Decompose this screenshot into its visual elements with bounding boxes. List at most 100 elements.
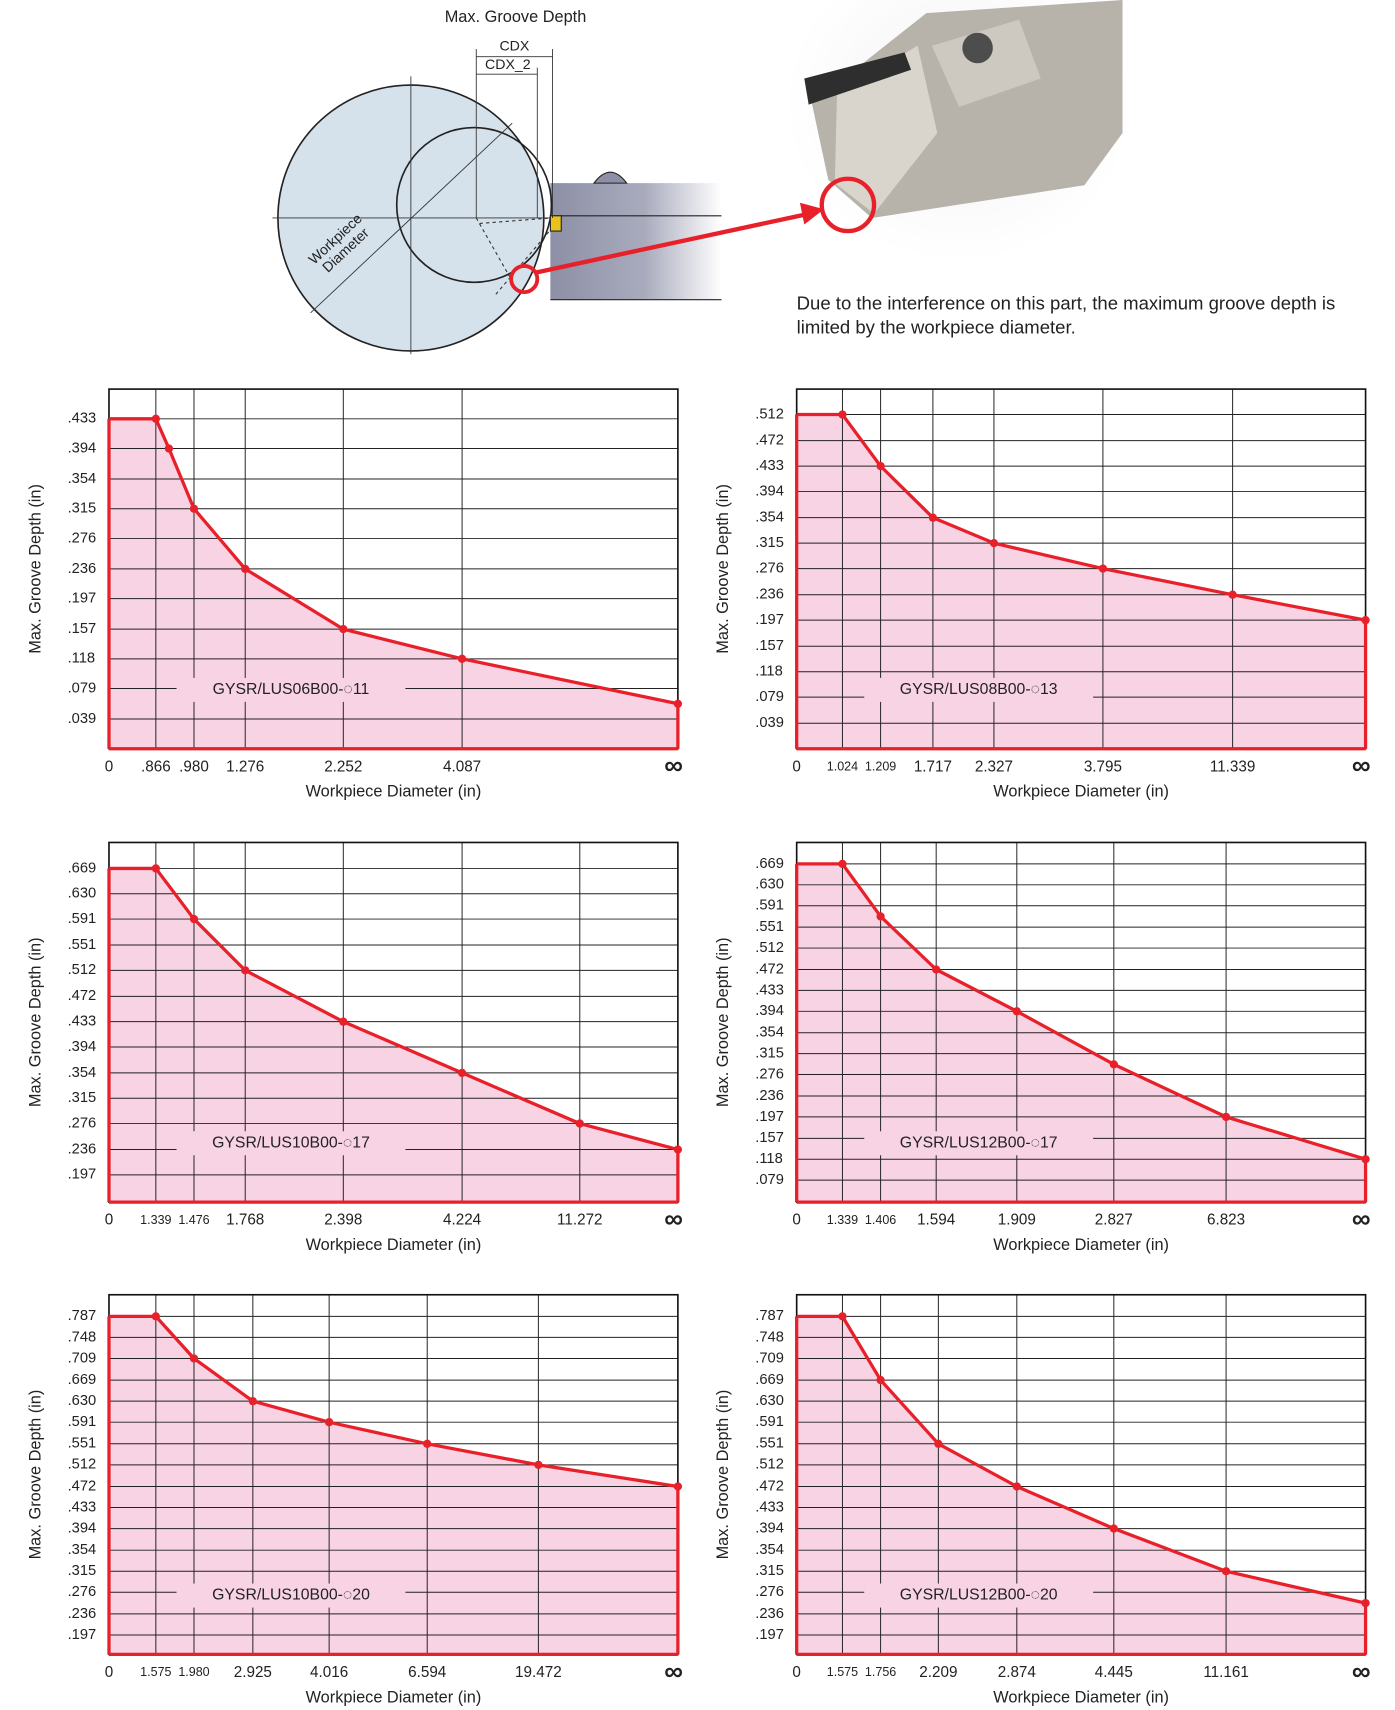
point [151, 414, 160, 423]
y-tick-label: .748 [755, 1329, 784, 1345]
y-tick-label: .236 [755, 587, 784, 603]
y-tick-label: .394 [68, 440, 97, 456]
x-tick-label: 6.594 [408, 1664, 447, 1681]
y-tick-label: .276 [68, 1115, 97, 1131]
point [1012, 1482, 1021, 1491]
x-tick-label: 1.575 [140, 1665, 171, 1679]
line [108, 417, 679, 706]
x-tick-label: ∞ [664, 1204, 683, 1234]
annotation-box [864, 677, 1094, 702]
y-tick-label: .197 [755, 612, 784, 628]
x-tick-label: 11.161 [1203, 1664, 1249, 1681]
x-tick-label: 1.339 [827, 1213, 858, 1227]
point [934, 1439, 943, 1448]
y-tick-label: .354 [68, 1542, 97, 1558]
screw [962, 32, 993, 64]
y-tick-label: .787 [755, 1308, 784, 1324]
x-tick-label: ∞ [664, 750, 683, 780]
y-tick-label: .276 [68, 530, 97, 546]
y-tick-label: .630 [755, 877, 784, 893]
area-fill [108, 418, 678, 749]
point [339, 624, 348, 634]
point [339, 1017, 348, 1026]
arrow-head [799, 202, 824, 225]
y-tick-label: .709 [755, 1350, 784, 1366]
point [673, 1145, 683, 1154]
point [534, 1460, 543, 1469]
y-tick-label: .157 [755, 1130, 784, 1146]
y-tick-label: .236 [755, 1088, 784, 1104]
photo-highlight [819, 176, 877, 234]
line [108, 1314, 679, 1489]
y-tick-label: .472 [755, 961, 784, 977]
y-tick-label: .591 [68, 1414, 97, 1430]
x-tick-label: ∞ [1352, 1656, 1371, 1686]
point [876, 461, 885, 471]
y-tick-label: .709 [68, 1350, 97, 1366]
x-axis-label: Workpiece Diameter (in) [993, 1236, 1169, 1254]
area-fill [108, 868, 678, 1203]
y-tick-label: .630 [68, 886, 97, 902]
x-tick-label: 6.823 [1207, 1212, 1245, 1229]
chart-annotation: GYSR/LUS12B00-◌20 [900, 1587, 1058, 1604]
line [796, 1314, 1366, 1605]
chart-annotation: GYSR/LUS12B00-◌17 [900, 1134, 1058, 1151]
x-tick-label: 2.874 [998, 1664, 1037, 1681]
y-tick-label: .551 [755, 1436, 784, 1452]
y-tick-label: .197 [68, 1167, 97, 1183]
holder-cap [592, 171, 628, 184]
point [1228, 590, 1237, 599]
y-tick-label: .315 [68, 1563, 97, 1579]
x-tick-label: 0 [792, 758, 800, 775]
y-tick-label: .669 [68, 1372, 97, 1388]
point [457, 1068, 467, 1078]
x-tick-label: 11.272 [557, 1212, 603, 1229]
x-tick-label: 0 [105, 1664, 113, 1681]
clamp [931, 19, 1041, 107]
point [1109, 1524, 1118, 1533]
y-tick-label: .118 [68, 651, 96, 667]
x-tick-label: 2.925 [234, 1664, 272, 1681]
point [928, 513, 938, 522]
x-tick-label: 0 [792, 1664, 800, 1681]
y-tick-label: .433 [755, 982, 784, 998]
insert-photo [804, 52, 912, 105]
x-tick-label: ∞ [1352, 750, 1371, 780]
y-tick-label: .512 [68, 1457, 97, 1473]
line [796, 412, 1366, 622]
x-axis-label: Workpiece Diameter (in) [306, 783, 482, 801]
y-tick-label: .315 [755, 1046, 784, 1062]
y-tick-label: .433 [68, 1014, 97, 1030]
y-tick-label: .591 [68, 911, 97, 927]
y-tick-label: .079 [68, 680, 97, 696]
y-tick-label: .039 [755, 715, 784, 731]
x-tick-label: 2.252 [324, 758, 362, 775]
tool-face [834, 45, 938, 214]
y-tick-label: .197 [68, 591, 97, 607]
y-tick-label: .118 [755, 1151, 783, 1167]
y-tick-label: .315 [755, 1563, 784, 1579]
y-tick-label: .472 [68, 1478, 97, 1494]
x-tick-label: 4.087 [443, 758, 481, 775]
charts: .039 .079 .118 .157 .197 .236 .276 .315 .354 .394… [26, 388, 1371, 1706]
point [575, 1119, 584, 1128]
x-tick-label: 1.406 [865, 1213, 896, 1227]
y-tick-label: .394 [68, 1039, 97, 1055]
y-tick-label: .669 [755, 1372, 784, 1388]
y-tick-label: .236 [68, 561, 97, 577]
dim-label: CDX [499, 39, 529, 55]
y-tick-label: .787 [68, 1308, 97, 1324]
x-axis-label: Workpiece Diameter (in) [993, 783, 1169, 801]
y-tick-label: .551 [68, 937, 97, 953]
y-tick-label: .276 [755, 1584, 784, 1600]
x-tick-label: 2.827 [1095, 1212, 1133, 1229]
point [423, 1439, 432, 1448]
y-tick-label: .354 [755, 1542, 784, 1558]
x-tick-label: 1.909 [998, 1212, 1036, 1229]
x-tick-label: 1.980 [178, 1665, 209, 1679]
annotation-box [864, 1583, 1094, 1608]
point [673, 1482, 683, 1491]
point [151, 1312, 160, 1321]
y-tick-label: .472 [68, 988, 97, 1004]
x-tick-label: 1.575 [827, 1665, 858, 1679]
